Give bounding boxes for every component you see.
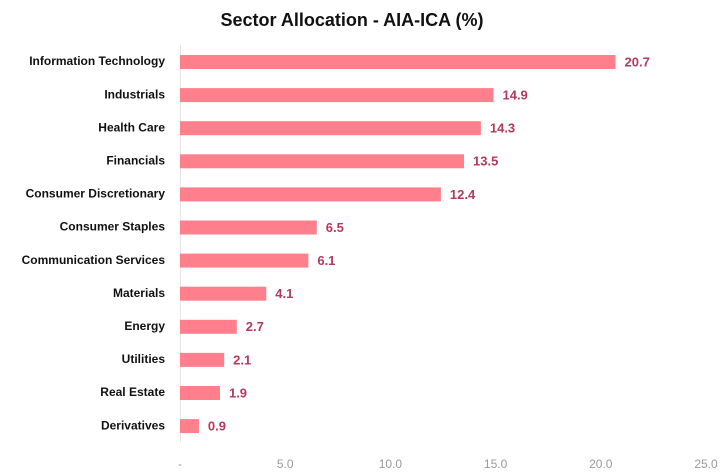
x-tick-label: 10.0 bbox=[379, 457, 403, 471]
x-tick-label: 20.0 bbox=[589, 457, 613, 471]
bar bbox=[180, 386, 220, 400]
value-label: 14.9 bbox=[502, 88, 527, 103]
bar bbox=[180, 88, 494, 103]
bar bbox=[180, 220, 317, 235]
value-label: 12.4 bbox=[450, 187, 476, 202]
bar bbox=[180, 352, 225, 367]
bar bbox=[180, 187, 441, 202]
y-tick-label: Consumer Staples bbox=[60, 220, 166, 234]
value-label: 14.3 bbox=[490, 121, 515, 136]
value-label: 4.1 bbox=[275, 286, 293, 301]
y-tick-label: Energy bbox=[124, 319, 165, 333]
x-tick-label: 25.0 bbox=[694, 457, 718, 471]
y-tick-label: Materials bbox=[113, 286, 165, 300]
y-tick-label: Real Estate bbox=[100, 385, 165, 399]
bar bbox=[180, 154, 465, 169]
bar bbox=[180, 55, 616, 69]
bar bbox=[180, 253, 309, 268]
y-tick-label: Utilities bbox=[122, 352, 166, 366]
value-label: 1.9 bbox=[229, 385, 247, 400]
y-tick-label: Communication Services bbox=[22, 253, 166, 267]
bar bbox=[180, 121, 481, 136]
value-label: 0.9 bbox=[208, 419, 226, 434]
y-tick-label: Derivatives bbox=[101, 418, 165, 432]
value-label: 2.7 bbox=[246, 319, 264, 334]
value-label: 20.7 bbox=[625, 54, 650, 69]
value-label: 13.5 bbox=[473, 154, 498, 169]
y-tick-label: Industrials bbox=[104, 87, 165, 101]
y-tick-label: Financials bbox=[106, 153, 165, 167]
y-tick-label: Consumer Discretionary bbox=[26, 187, 166, 201]
bar bbox=[180, 419, 199, 434]
bar bbox=[180, 319, 237, 334]
chart-title: Sector Allocation - AIA-ICA (%) bbox=[220, 10, 483, 30]
value-label: 6.5 bbox=[326, 220, 344, 235]
value-label: 2.1 bbox=[233, 352, 251, 367]
x-tick-label: - bbox=[178, 457, 182, 471]
bar bbox=[180, 286, 267, 301]
value-label: 6.1 bbox=[317, 253, 335, 268]
x-tick-label: 5.0 bbox=[277, 457, 294, 471]
x-tick-label: 15.0 bbox=[484, 457, 508, 471]
y-tick-label: Information Technology bbox=[29, 54, 165, 68]
y-tick-label: Health Care bbox=[98, 120, 165, 134]
